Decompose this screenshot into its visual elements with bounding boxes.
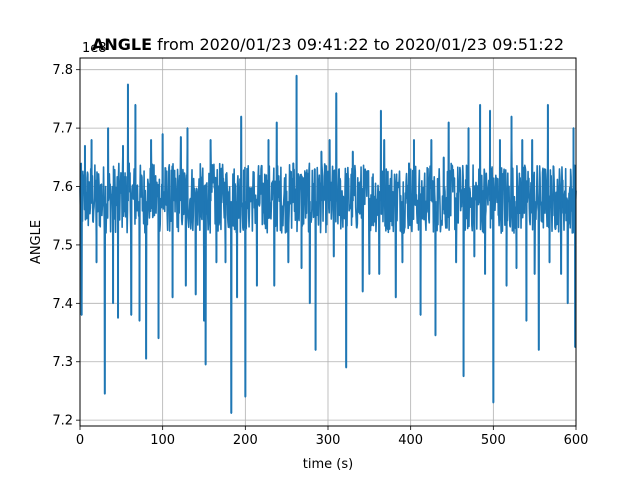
y-tick-label: 7.2 [52, 414, 73, 429]
y-tick-label: 7.4 [52, 297, 73, 312]
x-tick-label: 0 [76, 433, 84, 448]
x-tick-label: 200 [233, 433, 258, 448]
series-angle [79, 74, 577, 414]
x-tick-label: 500 [481, 433, 506, 448]
chart-title: ANGLE from 2020/01/23 09:41:22 to 2020/0… [92, 35, 564, 54]
chart-title-rest: from 2020/01/23 09:41:22 to 2020/01/23 0… [152, 35, 564, 54]
x-tick-label: 300 [316, 433, 341, 448]
x-tick-label: 600 [564, 433, 589, 448]
x-axis: 0 100 200 300 400 500 600 [76, 426, 589, 448]
y-tick-label: 7.7 [52, 122, 73, 137]
y-tick-label: 7.5 [52, 238, 73, 253]
y-tick-label: 7.6 [52, 180, 73, 195]
y-tick-label: 7.3 [52, 355, 73, 370]
y-axis-label: ANGLE [29, 220, 44, 264]
x-tick-label: 400 [398, 433, 423, 448]
x-tick-label: 100 [150, 433, 175, 448]
chart-title-main: ANGLE [92, 35, 152, 54]
y-axis: 7.2 7.3 7.4 7.5 7.6 7.7 7.8 [52, 63, 80, 429]
y-offset-label: 1e8 [82, 41, 107, 56]
y-tick-label: 7.8 [52, 63, 73, 78]
x-axis-label: time (s) [303, 457, 353, 472]
